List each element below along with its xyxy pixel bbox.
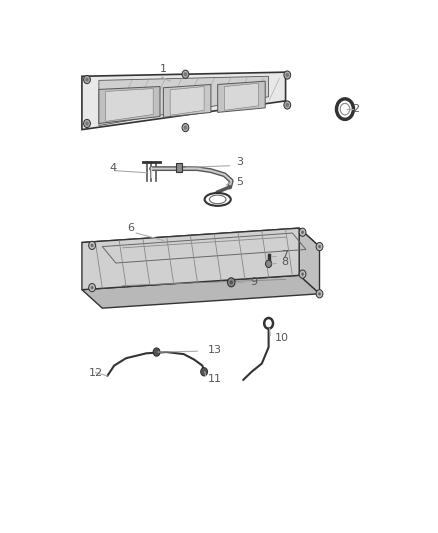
Text: 6: 6 [128, 223, 135, 233]
Text: 4: 4 [109, 163, 116, 173]
Circle shape [316, 243, 323, 251]
Circle shape [201, 368, 208, 376]
Polygon shape [163, 84, 211, 117]
Circle shape [301, 231, 304, 234]
Circle shape [153, 348, 160, 356]
Text: 5: 5 [237, 177, 244, 187]
Circle shape [316, 290, 323, 298]
Circle shape [84, 76, 90, 84]
Polygon shape [224, 83, 258, 110]
Circle shape [88, 284, 95, 292]
Polygon shape [99, 86, 160, 124]
Circle shape [88, 241, 95, 249]
Circle shape [299, 228, 306, 236]
Text: 10: 10 [275, 333, 289, 343]
Polygon shape [106, 88, 153, 122]
Circle shape [84, 119, 90, 127]
Text: 3: 3 [237, 157, 244, 167]
Text: 9: 9 [250, 277, 257, 287]
Circle shape [184, 126, 187, 130]
Circle shape [230, 280, 233, 284]
Circle shape [299, 270, 306, 278]
Polygon shape [170, 86, 204, 115]
Circle shape [318, 292, 321, 295]
Circle shape [85, 77, 88, 82]
Polygon shape [82, 72, 286, 130]
Circle shape [286, 103, 289, 107]
Circle shape [286, 73, 289, 77]
Polygon shape [82, 276, 320, 308]
Circle shape [182, 124, 189, 132]
Text: 2: 2 [352, 104, 359, 114]
Text: 8: 8 [281, 257, 288, 267]
Circle shape [184, 72, 187, 76]
Text: 1: 1 [160, 64, 167, 74]
Circle shape [182, 70, 189, 78]
Circle shape [91, 244, 93, 247]
Circle shape [265, 260, 272, 268]
Polygon shape [99, 76, 268, 126]
Circle shape [91, 286, 93, 289]
Circle shape [301, 272, 304, 276]
Text: 12: 12 [88, 368, 103, 377]
Circle shape [318, 245, 321, 248]
Text: 7: 7 [281, 250, 288, 260]
Polygon shape [299, 228, 320, 294]
Polygon shape [82, 228, 299, 290]
Text: 13: 13 [208, 345, 222, 356]
Polygon shape [218, 81, 265, 112]
Text: 11: 11 [208, 374, 222, 384]
Circle shape [85, 122, 88, 126]
Circle shape [284, 71, 291, 79]
FancyBboxPatch shape [176, 163, 182, 172]
Polygon shape [82, 228, 320, 261]
Circle shape [284, 101, 291, 109]
Circle shape [227, 278, 235, 287]
